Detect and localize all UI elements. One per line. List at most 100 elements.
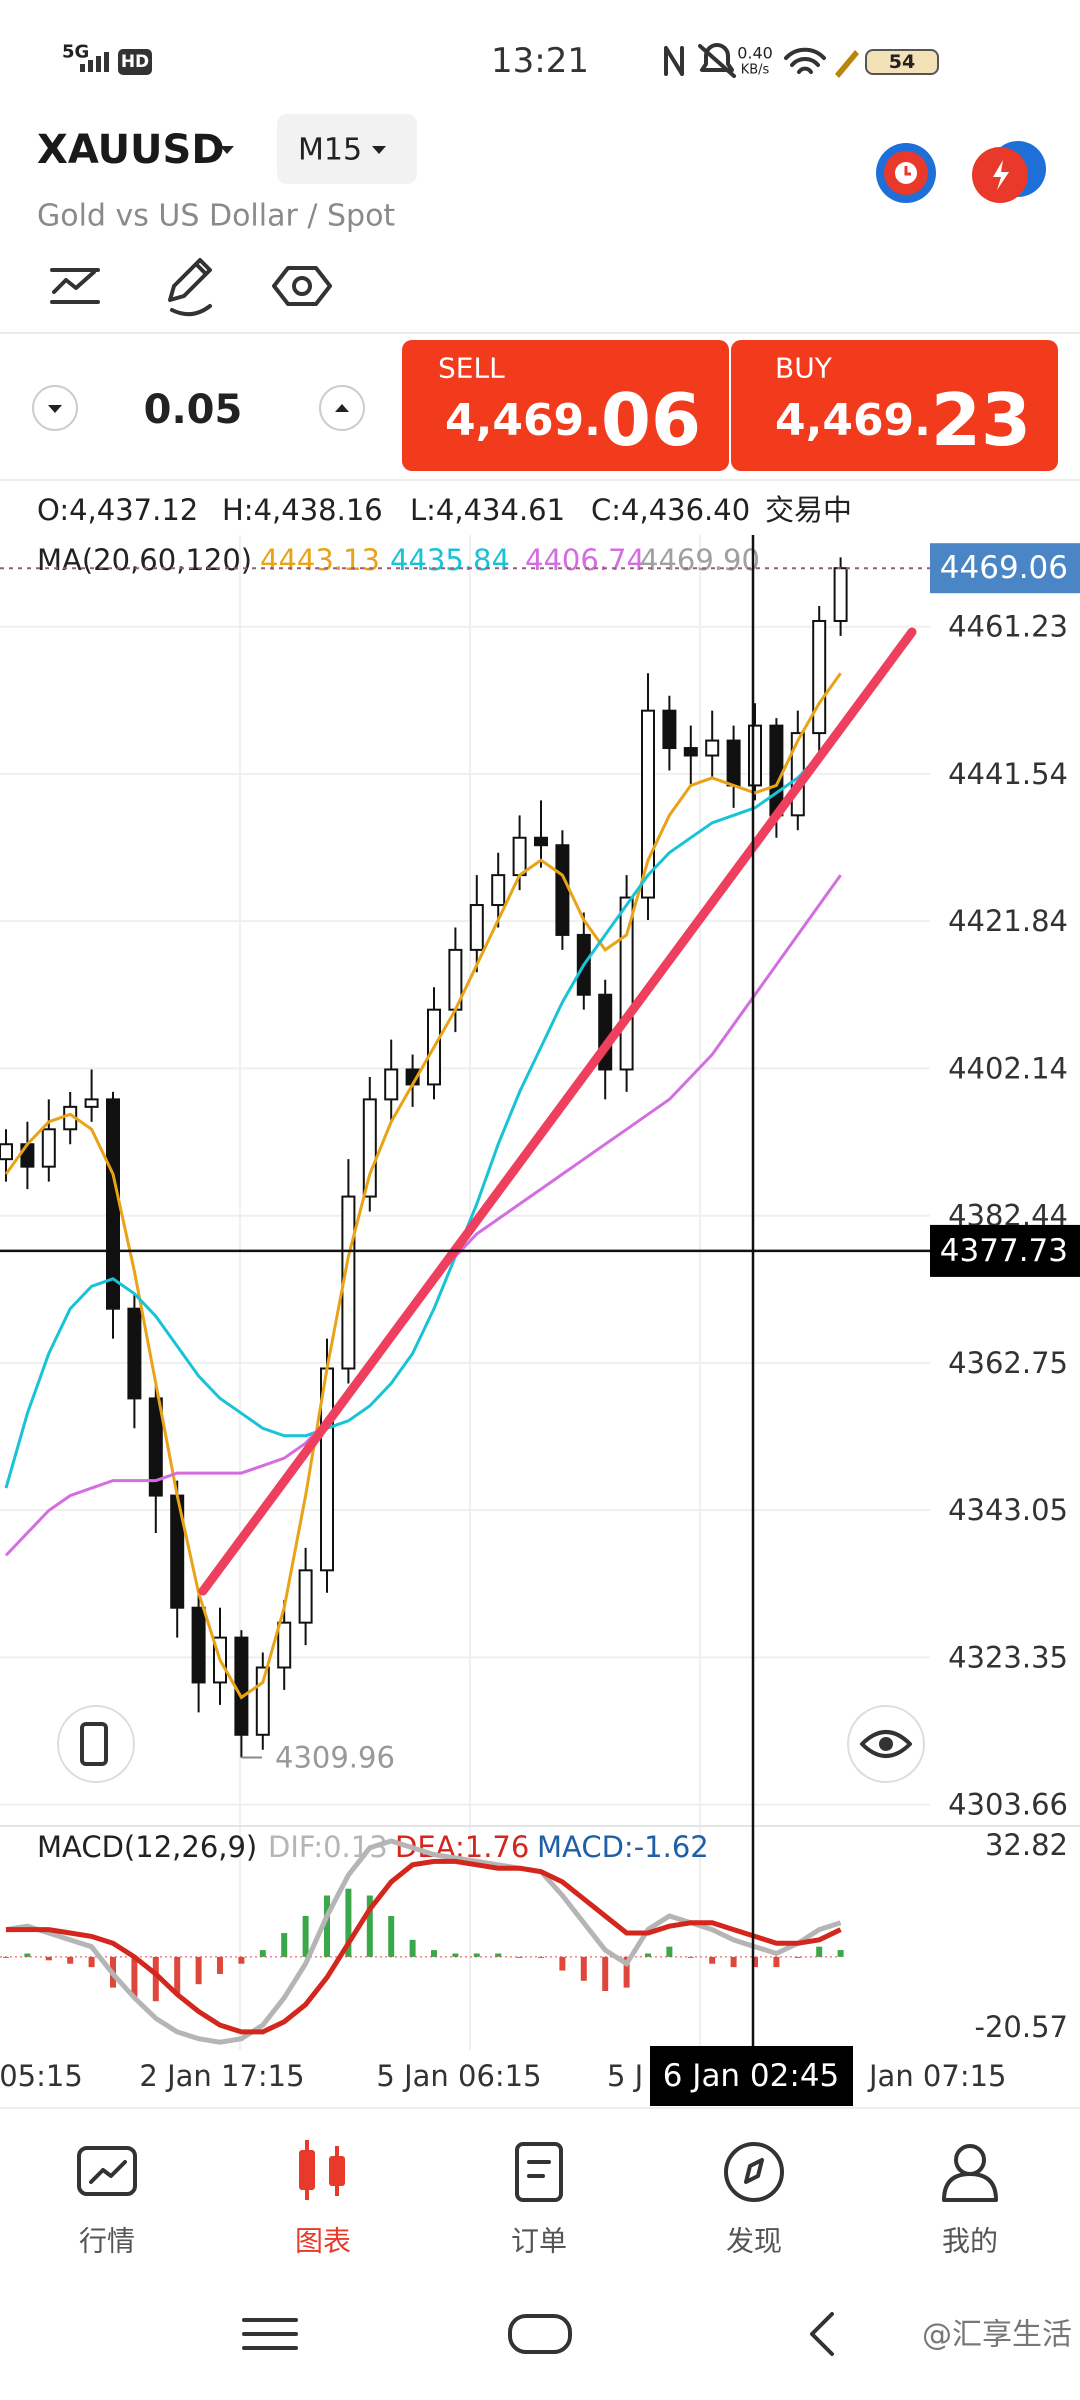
charging-icon [835,50,859,78]
draw-tool[interactable] [168,258,212,317]
candle-body [127,1307,142,1400]
system-nav [242,2312,834,2356]
macd-bar [238,1956,245,1964]
sell-price: 4,469.06 [445,378,701,462]
macd-bar [259,1950,266,1957]
alarm-button[interactable] [876,143,936,203]
macd-bar [67,1956,74,1964]
sell-price-head: 4,469. [445,395,601,446]
macd-bar [773,1956,780,1968]
macd-bar [794,1956,801,1958]
menu-key[interactable] [242,2318,298,2350]
timeframe-dropdown [372,146,386,154]
candle-body [384,1068,399,1101]
x-tick-label: 5 Jan 06:15 [376,2059,541,2093]
high-price-label: 4469.90 [640,543,760,577]
macd-bar [302,1915,309,1957]
current-price-label: 4469.06 [940,550,1068,586]
nav-icon [527,2160,551,2178]
nav-icon [305,2140,339,2200]
candle-body [491,874,506,907]
macd-line [6,1858,842,2035]
rotate-button[interactable] [57,1705,135,1783]
macd-bar [602,1956,609,1992]
candle-body [148,1397,163,1497]
candle-body [298,1569,313,1624]
nav-icon [77,2146,137,2196]
current-price-box [930,543,1080,594]
macd-bar [816,1946,823,1957]
trend-line[interactable] [198,627,917,1596]
candle-body [726,739,741,787]
hd-badge [118,49,152,75]
nav-label: 发现 [726,2225,782,2258]
macd-bar [152,1956,159,2002]
rotate-icon [80,1722,108,1766]
macd-bar [195,1956,202,1985]
macd-bar [345,1888,352,1957]
macd-bar [88,1956,95,1968]
symbol-dropdown[interactable] [220,146,234,154]
candle-body [469,904,484,951]
macd-legend: MACD:-1.62 [537,1830,709,1864]
nav-icon [942,2172,998,2202]
candle-body [84,1098,99,1108]
macd-bar [623,1956,630,1988]
candle-body [683,747,698,757]
macd-bar [752,1956,758,1968]
volume[interactable]: 0.05 [144,387,243,433]
timeframe-button[interactable] [277,114,417,184]
x-tick-label: 5 J [607,2059,643,2093]
candle-body [662,709,677,750]
back-key[interactable] [810,2312,834,2356]
x-tick-label: 2 Jan 17:15 [139,2059,304,2093]
macd-bar [645,1953,651,1957]
nav-icon [954,2144,986,2176]
buy-price-head: 4,469. [775,395,931,446]
macd-bar [559,1956,566,1971]
nav-icon [744,2158,764,2184]
ma-value: 4406.74 [525,543,645,577]
nav-tab[interactable]: 发现 [724,2142,784,2258]
nav-label: 我的 [942,2225,998,2258]
buy-button[interactable] [731,340,1058,471]
nav-tab[interactable]: 订单 [511,2142,567,2258]
chart-layer: 4461.234441.544421.844402.144382.444362.… [0,535,1080,2050]
nav-tab[interactable]: 图表 [295,2140,351,2258]
volume-down-arrow [48,405,62,413]
nav-tab[interactable]: 行情 [77,2146,137,2258]
candle-body [534,836,548,847]
macd-bar [666,1946,673,1957]
y-tick-label: 4402.14 [948,1051,1068,1085]
nav-label: 图表 [295,2225,351,2258]
timeframe[interactable]: M15 [298,133,362,168]
symbol-description: Gold vs US Dollar / Spot [37,199,395,234]
buy-label: BUY [775,352,833,385]
volume-up-arrow [335,404,349,412]
nav-icon [724,2142,784,2202]
sell-price-tail: 06 [601,378,701,462]
sell-button[interactable] [402,340,729,471]
macd-bar [217,1956,223,1974]
speed-unit: KB/s [741,63,770,78]
nav-tab[interactable]: 我的 [942,2144,998,2258]
wifi-icon [784,47,826,74]
macd-bar [452,1953,459,1957]
nav-icon [89,2160,127,2184]
clock: 13:21 [491,41,589,81]
symbol[interactable]: XAUUSD [37,127,225,173]
ma-line [4,672,842,1700]
y-tick-label: 4461.23 [948,610,1068,644]
home-key[interactable] [508,2314,572,2354]
macd-bar [580,1956,587,1981]
settings-tool[interactable] [272,266,332,306]
y-tick-label: 32.82 [985,1828,1068,1862]
close-label: C:4,436.40 [591,493,750,527]
mute-icon [698,43,736,78]
macd-bar [24,1953,31,1957]
flash-button[interactable] [972,141,1046,203]
nav-label: 行情 [79,2225,135,2258]
indicator-tool[interactable] [50,268,100,304]
